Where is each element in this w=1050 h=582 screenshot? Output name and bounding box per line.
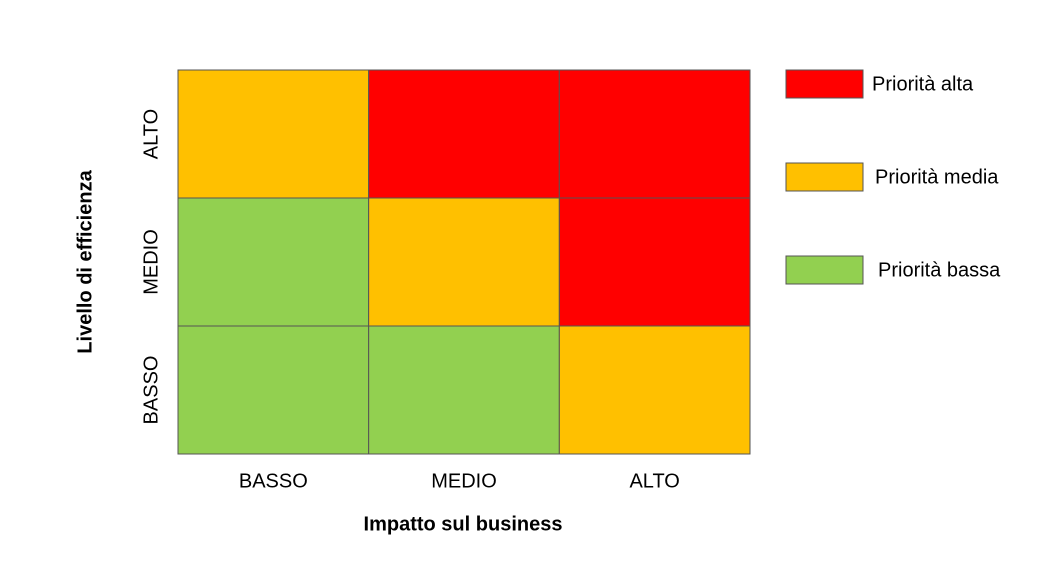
y-axis-title: Livello di efficienza — [74, 169, 96, 353]
legend-label: Priorità media — [875, 166, 999, 188]
x-axis-title: Impatto sul business — [364, 513, 563, 535]
x-label: MEDIO — [431, 470, 497, 492]
matrix-cell — [177, 197, 370, 327]
y-label: BASSO — [140, 356, 162, 425]
y-label: MEDIO — [140, 229, 162, 295]
matrix-cell — [558, 197, 751, 327]
x-label: BASSO — [239, 470, 308, 492]
matrix-cell — [177, 325, 370, 455]
legend-swatch — [785, 255, 864, 285]
matrix-cell — [368, 197, 560, 327]
matrix-cell — [558, 325, 751, 455]
legend-label: Priorità alta — [872, 73, 974, 95]
matrix-cell — [368, 69, 560, 199]
matrix-cell — [177, 69, 370, 199]
legend-label: Priorità bassa — [878, 259, 1001, 281]
legend-swatch — [785, 162, 864, 192]
y-label: ALTO — [140, 109, 162, 159]
matrix-cell — [558, 69, 751, 199]
matrix-cell — [368, 325, 560, 455]
legend-swatch — [785, 69, 864, 99]
x-label: ALTO — [629, 470, 679, 492]
